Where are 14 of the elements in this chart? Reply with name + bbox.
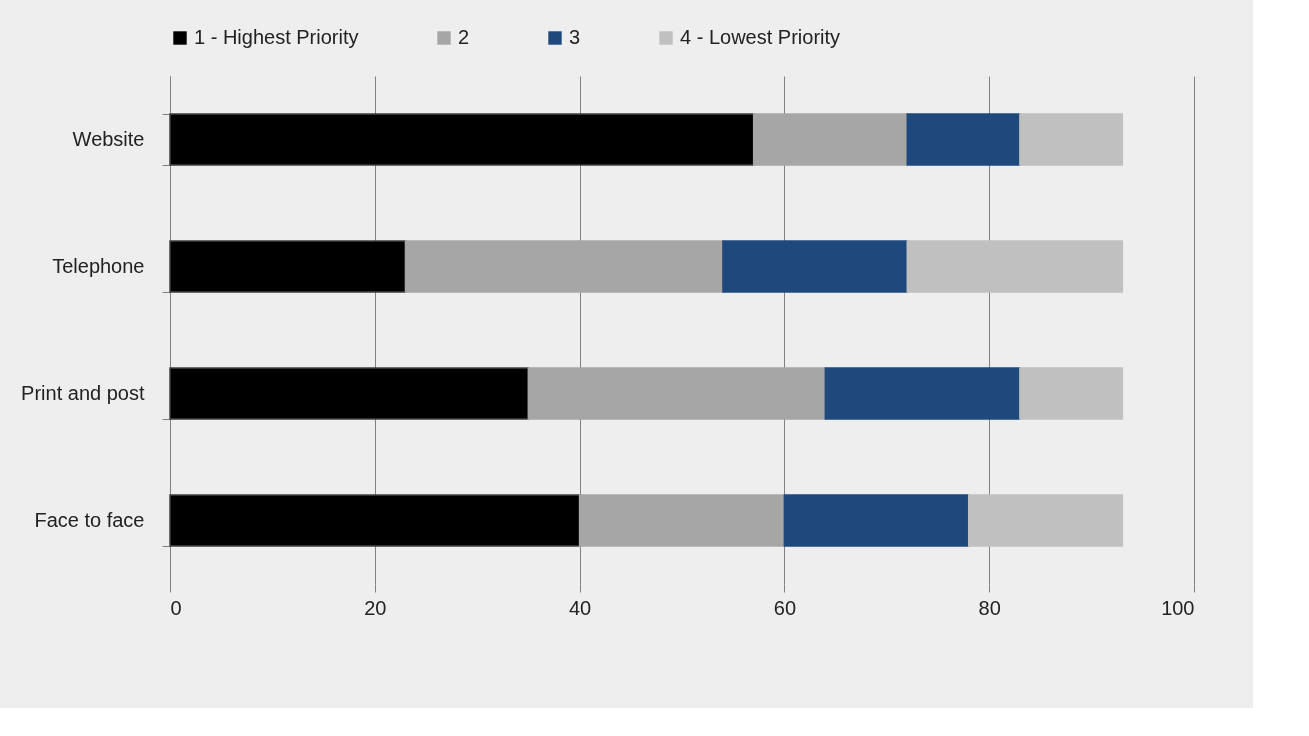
legend-label: 4 - Lowest Priority bbox=[680, 26, 841, 48]
legend-label: 3 bbox=[569, 26, 581, 48]
y-tick-label: Face to face bbox=[34, 509, 145, 531]
x-tick-label: 20 bbox=[364, 596, 387, 619]
legend-label: 1 - Highest Priority bbox=[194, 26, 359, 48]
legend-label: 2 bbox=[458, 26, 470, 48]
x-tick-label: 40 bbox=[568, 596, 592, 619]
x-tick-label: 0 bbox=[170, 596, 182, 619]
y-tick-label: Telephone bbox=[52, 255, 145, 277]
y-tick-label: Print and post bbox=[21, 382, 145, 404]
x-tick-label: 100 bbox=[1161, 596, 1195, 619]
y-tick-label: Website bbox=[72, 128, 145, 150]
x-tick-label: 80 bbox=[978, 596, 1001, 619]
x-tick-label: 60 bbox=[773, 596, 797, 619]
